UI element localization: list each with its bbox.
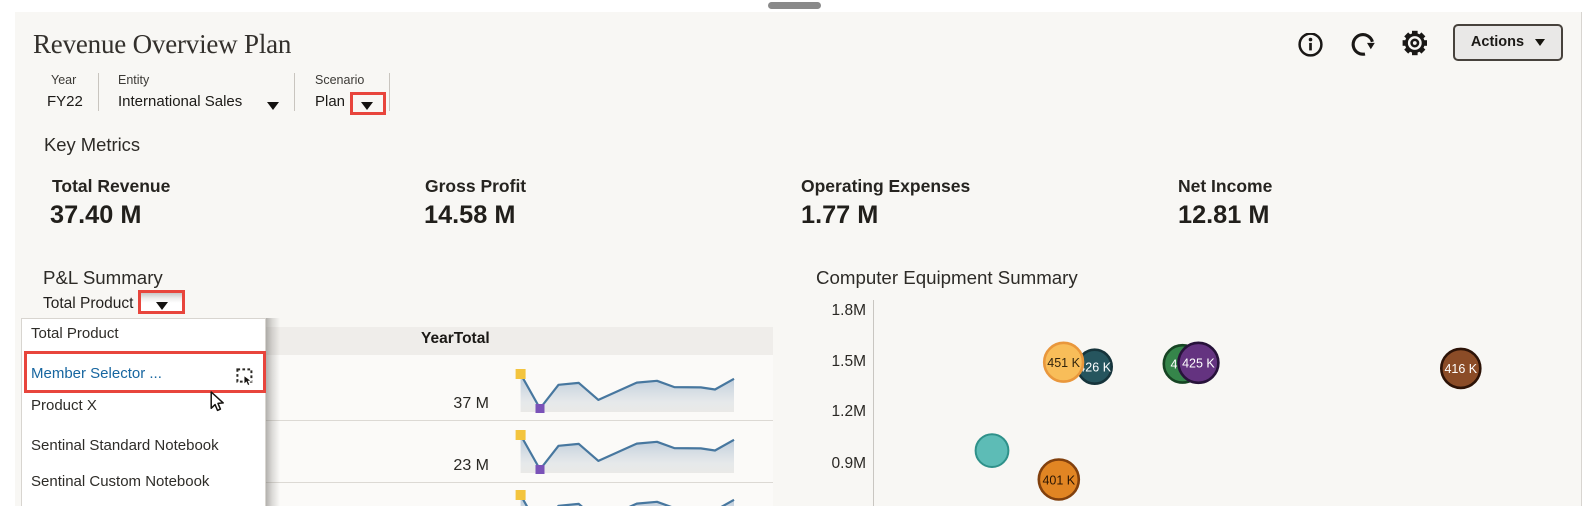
svg-text:451 K: 451 K — [1047, 356, 1080, 370]
svg-text:401 K: 401 K — [1042, 473, 1075, 487]
svg-text:4: 4 — [1171, 358, 1178, 372]
svg-text:426 K: 426 K — [1078, 361, 1111, 375]
svg-text:425 K: 425 K — [1182, 357, 1215, 371]
svg-text:416 K: 416 K — [1444, 362, 1477, 376]
